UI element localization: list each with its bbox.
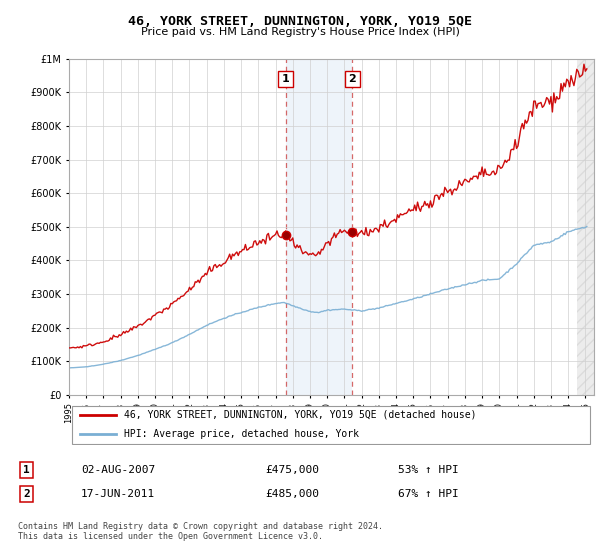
Text: 2: 2 bbox=[23, 489, 30, 499]
Text: £475,000: £475,000 bbox=[265, 465, 319, 475]
Text: 67% ↑ HPI: 67% ↑ HPI bbox=[398, 489, 458, 499]
Bar bbox=[286, 59, 352, 395]
Text: 02-AUG-2007: 02-AUG-2007 bbox=[81, 465, 155, 475]
Text: 46, YORK STREET, DUNNINGTON, YORK, YO19 5QE: 46, YORK STREET, DUNNINGTON, YORK, YO19 … bbox=[128, 15, 472, 28]
Text: 53% ↑ HPI: 53% ↑ HPI bbox=[398, 465, 458, 475]
Text: 46, YORK STREET, DUNNINGTON, YORK, YO19 5QE (detached house): 46, YORK STREET, DUNNINGTON, YORK, YO19 … bbox=[124, 409, 476, 419]
Text: 1: 1 bbox=[281, 74, 289, 84]
Text: Price paid vs. HM Land Registry's House Price Index (HPI): Price paid vs. HM Land Registry's House … bbox=[140, 27, 460, 37]
Text: 1: 1 bbox=[23, 465, 30, 475]
FancyBboxPatch shape bbox=[71, 405, 590, 444]
Text: HPI: Average price, detached house, York: HPI: Average price, detached house, York bbox=[124, 429, 359, 439]
Text: 17-JUN-2011: 17-JUN-2011 bbox=[81, 489, 155, 499]
Text: Contains HM Land Registry data © Crown copyright and database right 2024.: Contains HM Land Registry data © Crown c… bbox=[18, 522, 383, 531]
Text: £485,000: £485,000 bbox=[265, 489, 319, 499]
Text: This data is licensed under the Open Government Licence v3.0.: This data is licensed under the Open Gov… bbox=[18, 533, 323, 542]
Text: 2: 2 bbox=[349, 74, 356, 84]
Bar bbox=[577, 59, 594, 395]
